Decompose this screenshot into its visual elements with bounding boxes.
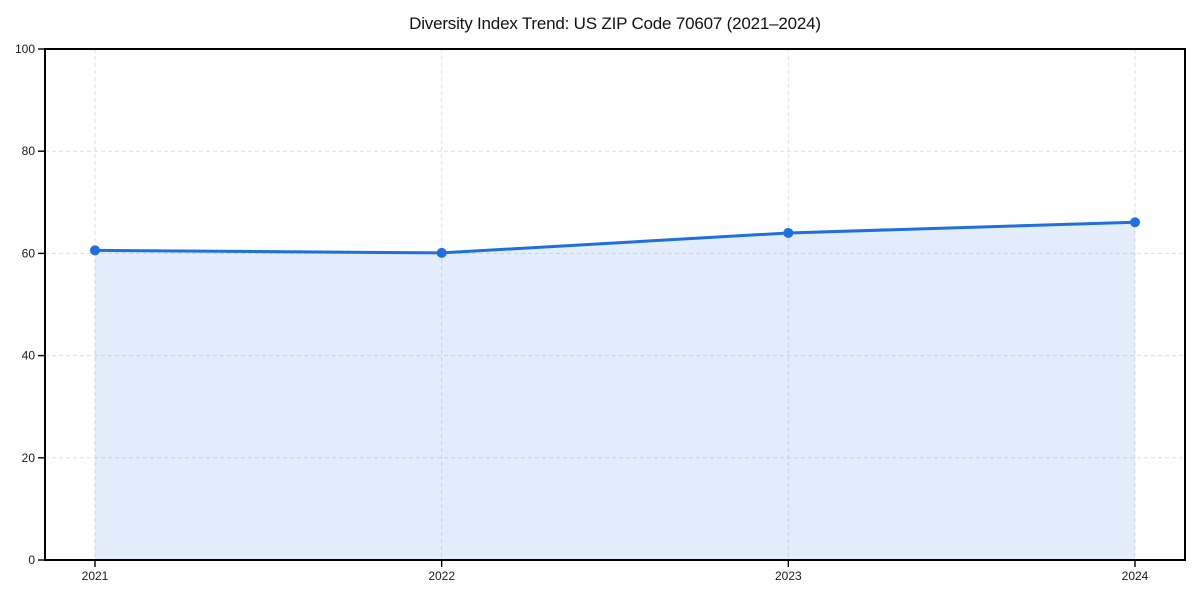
data-point-marker: [1130, 217, 1140, 228]
data-point-marker: [436, 247, 447, 258]
data-point-marker: [90, 245, 100, 256]
data-points: [90, 217, 1140, 258]
y-tick-label: 100: [15, 42, 35, 56]
x-tick-label: 2022: [428, 569, 455, 583]
data-point-marker: [783, 227, 794, 238]
chart-title: Diversity Index Trend: US ZIP Code 70607…: [409, 14, 821, 33]
axes-frame-rect: [44, 48, 1186, 561]
axes-frame: [44, 48, 1186, 561]
y-tick-label: 40: [22, 349, 36, 363]
axis-tick-labels: 0 20 40 60 80 100 2021 2022 2023 2024: [15, 42, 1149, 583]
trend-line: [93, 220, 1137, 255]
trend-line-path: [93, 220, 1137, 255]
y-tick-label: 80: [22, 144, 36, 158]
axis-ticks: [38, 48, 1136, 567]
x-tick-label: 2021: [82, 569, 109, 583]
x-tick-label: 2023: [775, 569, 802, 583]
area-fill-path: [95, 222, 1135, 560]
x-tick-label: 2024: [1122, 569, 1149, 583]
gridlines: [45, 49, 1185, 560]
area-fill: [95, 222, 1135, 560]
y-tick-label: 0: [28, 553, 35, 567]
y-tick-label: 60: [22, 246, 36, 260]
y-tick-label: 20: [22, 451, 36, 465]
